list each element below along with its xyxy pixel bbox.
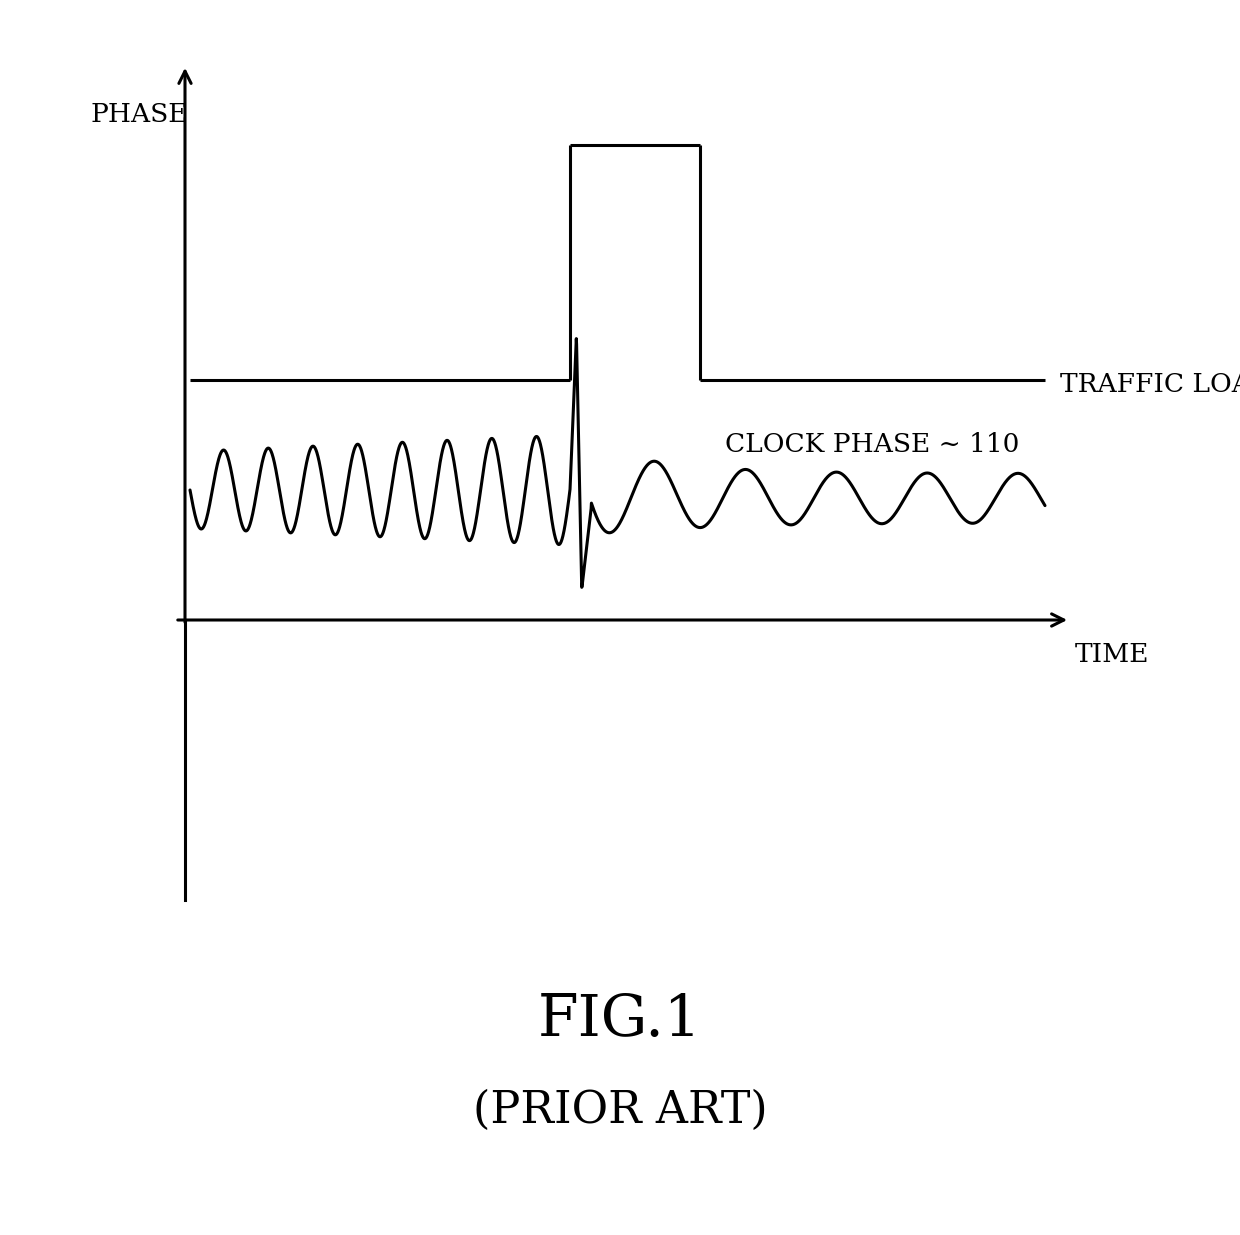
Text: CLOCK PHASE ∼ 110: CLOCK PHASE ∼ 110 [725, 432, 1019, 457]
Text: PHASE: PHASE [91, 103, 187, 127]
Text: FIG.1: FIG.1 [538, 992, 702, 1049]
Text: TRAFFIC LOAD ∼ 100: TRAFFIC LOAD ∼ 100 [1060, 373, 1240, 398]
Text: TIME: TIME [1075, 642, 1149, 667]
Text: (PRIOR ART): (PRIOR ART) [472, 1088, 768, 1131]
